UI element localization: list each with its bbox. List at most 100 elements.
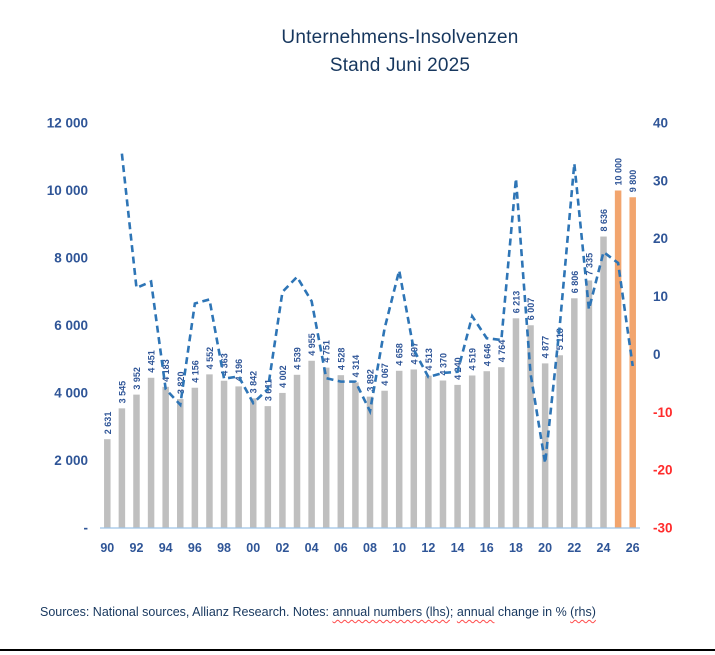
bar <box>235 386 242 528</box>
bar <box>410 369 418 528</box>
bar-value-label: 4 877 <box>541 336 551 359</box>
bar-value-label: 8 636 <box>599 209 609 232</box>
bar <box>177 399 184 528</box>
bar <box>439 380 447 528</box>
bar <box>206 374 213 528</box>
y-axis-right-tick-label: 30 <box>653 173 668 188</box>
bar <box>162 386 169 528</box>
source-note-segment: Sources: National sources, Allianz Resea… <box>40 605 333 619</box>
bar <box>425 375 432 528</box>
bar <box>264 406 272 528</box>
y-axis-right-tick-label: 0 <box>653 347 661 362</box>
x-axis-tick-label: 00 <box>246 541 260 555</box>
source-note-segment: annual numbers (lhs) <box>332 605 450 619</box>
bar-value-label: 4 764 <box>497 340 507 363</box>
source-note-segment: ; <box>449 605 457 619</box>
bar-value-label: 3 952 <box>132 367 142 390</box>
bar-value-label: 4 552 <box>205 347 215 370</box>
bar <box>585 280 593 528</box>
x-axis-tick-label: 12 <box>421 541 435 555</box>
x-axis-tick-label: 24 <box>597 541 611 555</box>
x-axis-tick-label: 98 <box>217 541 231 555</box>
bar-value-label: 4 363 <box>220 353 230 376</box>
y-axis-right-tick-label: 10 <box>653 289 668 304</box>
bar-value-label: 4 451 <box>147 350 157 373</box>
bar <box>512 318 520 528</box>
bar <box>147 377 155 528</box>
bar-value-label: 3 892 <box>366 369 376 392</box>
bar <box>498 367 505 528</box>
bar <box>220 380 228 528</box>
bar <box>366 396 374 528</box>
bar <box>600 236 607 528</box>
chart-title-line2: Stand Juni 2025 <box>329 55 471 76</box>
bar <box>133 394 140 528</box>
source-note-segment: (rhs) <box>570 605 596 619</box>
bar <box>308 360 315 528</box>
y-axis-right-tick-label: 40 <box>653 116 668 131</box>
chart-title-line1: Unternehmens-Insolvenzen <box>281 27 519 48</box>
y-axis-left-tick-label: 10 000 <box>47 183 88 198</box>
x-axis-tick-label: 16 <box>480 541 494 555</box>
bar-value-label: 9 800 <box>628 170 638 193</box>
x-axis-tick-label: 06 <box>334 541 348 555</box>
y-axis-right-tick-label: -30 <box>653 521 673 536</box>
bar-value-label: 4 156 <box>190 360 200 383</box>
source-note: Sources: National sources, Allianz Resea… <box>40 604 700 621</box>
bar-value-label: 4 314 <box>351 355 361 378</box>
source-note-segment: annual <box>456 605 495 619</box>
bar <box>104 439 111 528</box>
x-axis-tick-label: 94 <box>159 541 173 555</box>
bar-value-label: 4 370 <box>438 353 448 376</box>
bar-value-label: 2 631 <box>103 412 113 435</box>
bar-value-label: 6 213 <box>511 291 521 314</box>
bar-value-label: 4 658 <box>395 343 405 366</box>
bar-value-label: 4 519 <box>468 348 478 371</box>
bar <box>191 387 199 528</box>
bar <box>571 298 578 528</box>
x-axis-tick-label: 26 <box>626 541 640 555</box>
bar-value-label: 4 955 <box>307 333 317 356</box>
bar-value-label: 6 806 <box>570 271 580 294</box>
bar-value-label: 4 002 <box>278 365 288 388</box>
source-note-segment: change in % <box>494 605 571 619</box>
bar <box>118 408 126 528</box>
bar-value-label: 4 513 <box>424 348 434 371</box>
bar <box>337 375 345 528</box>
forecast-bar <box>614 190 622 528</box>
x-axis-tick-label: 90 <box>100 541 114 555</box>
bar-value-label: 4 751 <box>322 340 332 363</box>
y-axis-right-tick-label: -10 <box>653 405 673 420</box>
y-axis-left-tick-label: 2 000 <box>54 453 88 468</box>
y-axis-left-tick-label: - <box>84 521 89 536</box>
y-axis-left-tick-label: 8 000 <box>54 251 88 266</box>
y-axis-left-tick-label: 6 000 <box>54 318 88 333</box>
bar-value-label: 6 007 <box>526 298 536 321</box>
bar <box>279 392 286 528</box>
x-axis-tick-label: 14 <box>451 541 465 555</box>
x-axis-tick-label: 04 <box>305 541 319 555</box>
bar-value-label: 4 067 <box>380 363 390 386</box>
bar-value-label: 4 196 <box>234 359 244 382</box>
x-axis-tick-label: 10 <box>392 541 406 555</box>
bar-value-label: 3 842 <box>249 371 259 394</box>
bar <box>381 390 388 528</box>
bar <box>527 325 534 528</box>
bar <box>468 375 476 528</box>
bar <box>454 384 461 528</box>
annual-change-trend-line <box>120 153 634 464</box>
y-axis-right-tick-label: 20 <box>653 231 668 246</box>
chart-title: Unternehmens-Insolvenzen Stand Juni 2025 <box>85 24 715 80</box>
bar <box>541 363 549 528</box>
bar <box>352 382 359 528</box>
x-axis-tick-label: 92 <box>130 541 144 555</box>
bar <box>322 367 330 528</box>
bar-value-label: 5 118 <box>555 328 565 350</box>
y-axis-right-tick-label: -20 <box>653 463 673 478</box>
bar-value-label: 4 528 <box>336 348 346 371</box>
bottom-divider <box>0 649 715 651</box>
bar-value-label: 4 646 <box>482 344 492 367</box>
bar-value-label: 7 335 <box>584 253 594 276</box>
x-axis-tick-label: 96 <box>188 541 202 555</box>
